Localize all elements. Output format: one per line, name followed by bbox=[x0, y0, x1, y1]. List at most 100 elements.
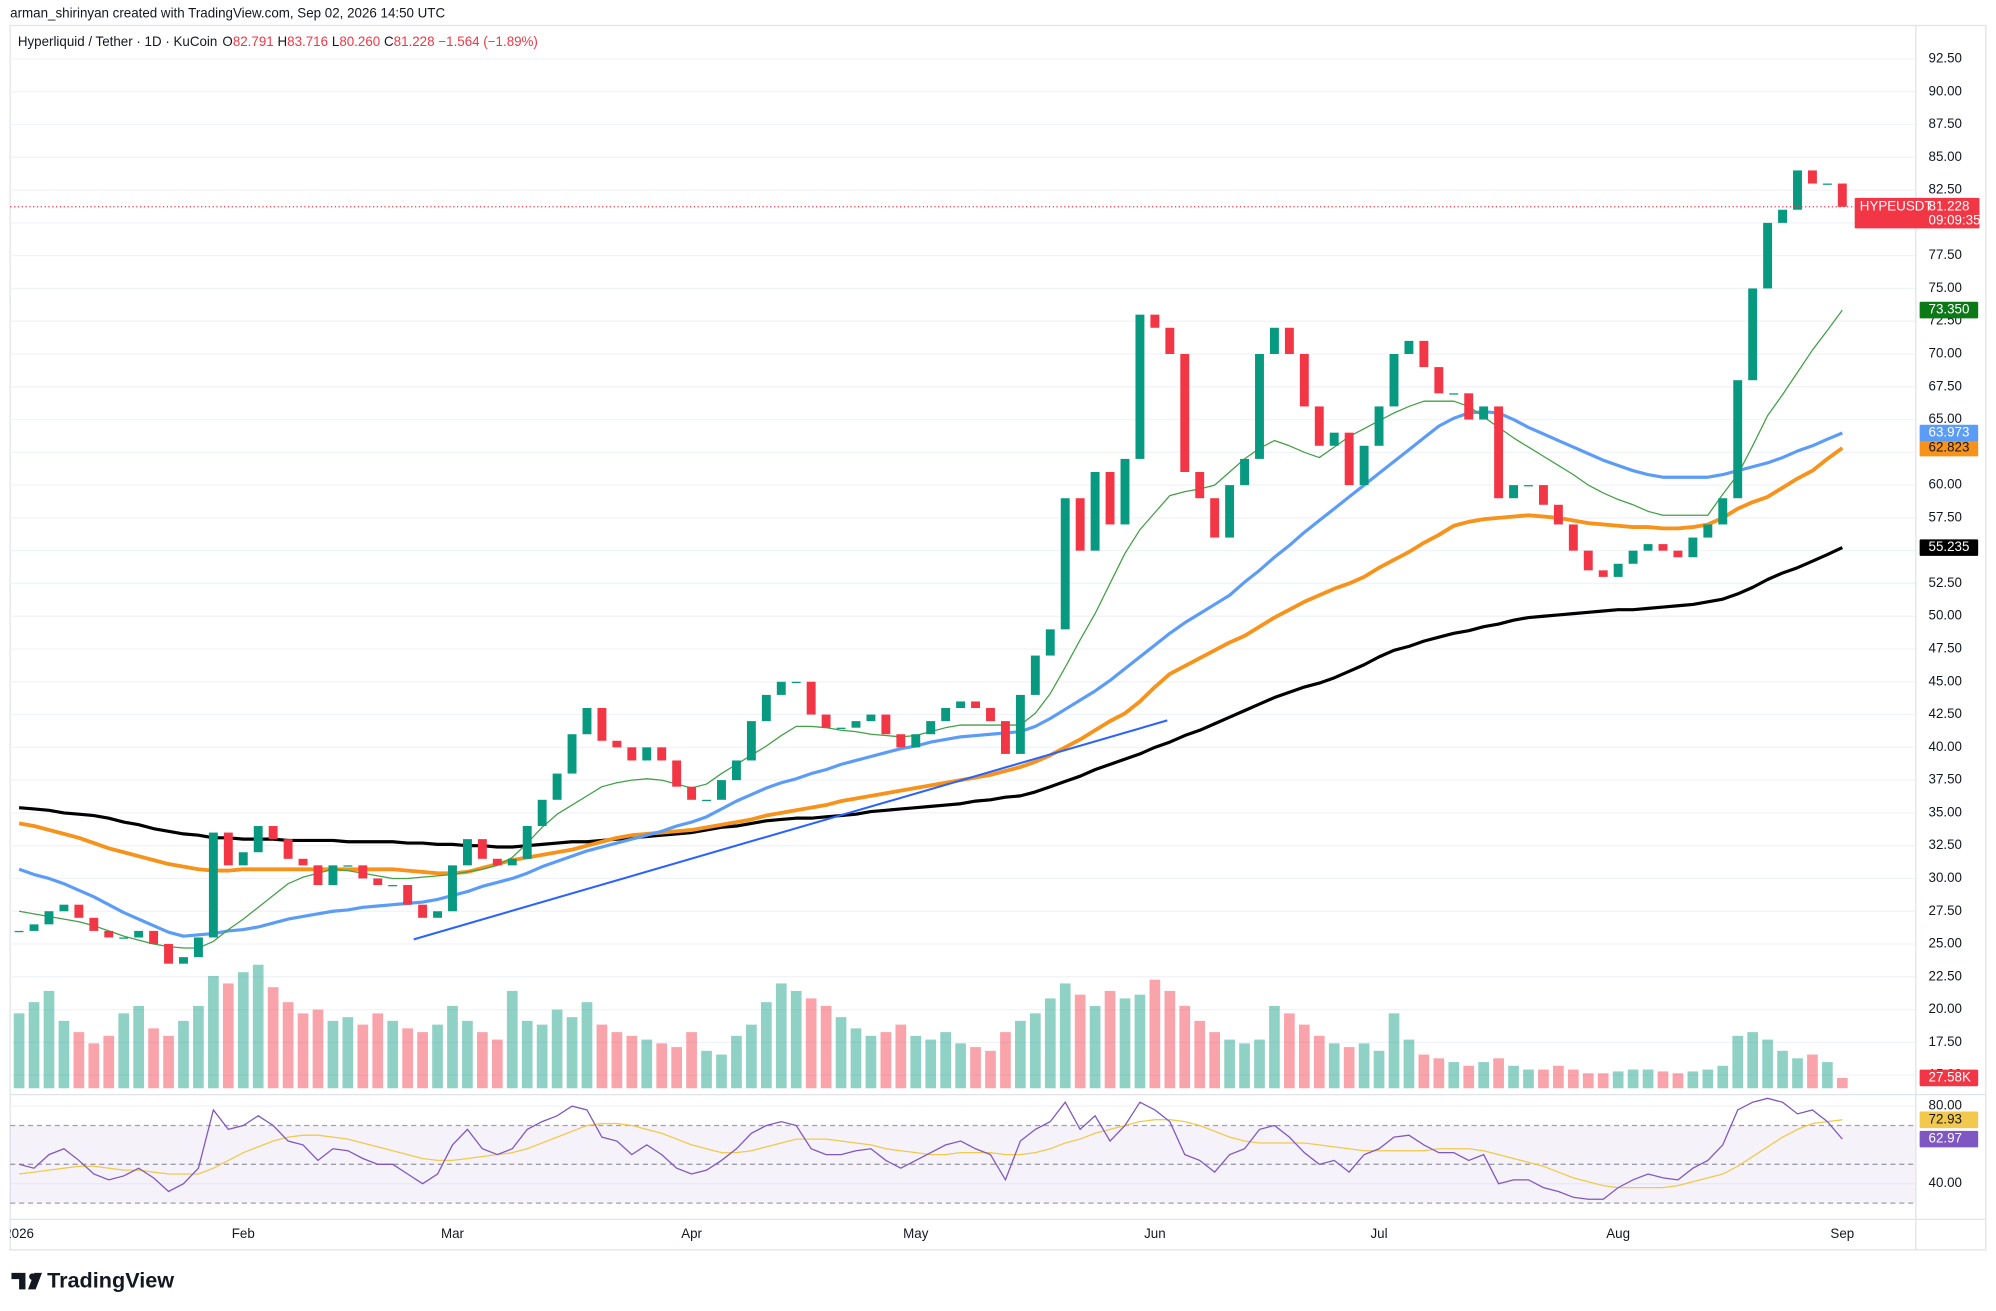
candle-body bbox=[1299, 353, 1309, 407]
y-tick-label: 70.00 bbox=[1929, 346, 1962, 361]
y-tick-label: 40.00 bbox=[1929, 739, 1962, 754]
candle-body bbox=[193, 937, 203, 958]
rsi-tick-label: 40.00 bbox=[1929, 1175, 1962, 1190]
candle-body bbox=[1673, 550, 1683, 558]
candle-body bbox=[1598, 570, 1608, 577]
ma-badge-label: 63.973 bbox=[1929, 425, 1970, 440]
volume-bar bbox=[13, 1013, 25, 1089]
volume-bar bbox=[850, 1028, 862, 1089]
ohlc-value: 80.260 bbox=[339, 34, 380, 49]
candle-body bbox=[1060, 498, 1070, 630]
volume-bar bbox=[1298, 1024, 1310, 1089]
candle-body bbox=[268, 826, 278, 840]
ohlc-key: C bbox=[384, 34, 394, 49]
rsi-badge bbox=[1919, 1130, 1979, 1148]
candle-body bbox=[1464, 393, 1474, 420]
candle-body bbox=[1494, 406, 1504, 499]
y-tick-label: 82.50 bbox=[1929, 182, 1962, 197]
ma-badge-label: 55.235 bbox=[1929, 539, 1970, 554]
ma-badge bbox=[1919, 439, 1979, 457]
candle-body bbox=[1030, 655, 1040, 695]
candle-body bbox=[1628, 550, 1638, 564]
volume-bar bbox=[731, 1035, 742, 1089]
volume-bar bbox=[1792, 1058, 1803, 1089]
volume-bar bbox=[1807, 1054, 1818, 1089]
candle-body bbox=[1255, 353, 1264, 459]
candle-body bbox=[253, 826, 263, 853]
candle-body bbox=[1568, 524, 1578, 551]
volume-bar bbox=[222, 983, 234, 1089]
rsi-layer bbox=[10, 1097, 1916, 1204]
volume-bar bbox=[1313, 1035, 1325, 1089]
volume-bar bbox=[895, 1024, 907, 1089]
candle-body bbox=[537, 799, 547, 827]
volume-bar bbox=[1732, 1035, 1744, 1089]
candle-body bbox=[1150, 314, 1160, 328]
volume-bar bbox=[1358, 1043, 1370, 1089]
axis-layer: 15.0017.5020.0022.5025.0027.5030.0032.50… bbox=[1854, 51, 1981, 1190]
candle-body bbox=[1733, 380, 1743, 499]
candle-body bbox=[29, 924, 39, 931]
volume-bar bbox=[1433, 1058, 1445, 1089]
candle-body bbox=[373, 878, 383, 886]
volume-bar bbox=[1015, 1020, 1026, 1089]
volume-bar bbox=[1000, 1032, 1011, 1089]
candle-body bbox=[911, 734, 921, 748]
candle-body bbox=[597, 708, 607, 741]
volume-bar bbox=[267, 987, 279, 1089]
volume-bar bbox=[1582, 1073, 1594, 1089]
volume-bar bbox=[1224, 1039, 1235, 1089]
volume-bar bbox=[1612, 1071, 1624, 1089]
candle-body bbox=[1419, 340, 1429, 368]
y-tick-label: 57.50 bbox=[1929, 509, 1962, 524]
volume-bar bbox=[1403, 1039, 1415, 1089]
ohlc-key: O bbox=[222, 34, 232, 49]
volume-bar bbox=[1493, 1058, 1504, 1089]
x-tick-label: Mar bbox=[441, 1226, 465, 1241]
x-tick-label: Sep bbox=[1830, 1226, 1854, 1241]
volume-layer bbox=[13, 964, 1848, 1089]
volume-bar bbox=[327, 1020, 339, 1089]
ma-badge-label: 73.350 bbox=[1929, 302, 1970, 317]
candle-body bbox=[791, 681, 801, 684]
candle-body bbox=[1763, 222, 1773, 289]
volume-bar bbox=[447, 1005, 458, 1089]
volume-bar bbox=[641, 1039, 653, 1089]
volume-bar bbox=[596, 1024, 608, 1089]
candle-body bbox=[1284, 327, 1294, 354]
volume-bar bbox=[297, 1013, 309, 1089]
candle-body bbox=[1135, 314, 1145, 459]
candle-body bbox=[821, 714, 831, 728]
candle-body bbox=[971, 701, 981, 709]
volume-bar bbox=[28, 1002, 40, 1089]
y-tick-label: 77.50 bbox=[1929, 247, 1962, 262]
candle-layer bbox=[10, 170, 1916, 964]
y-tick-label: 52.50 bbox=[1929, 575, 1962, 590]
ohlc-key: L bbox=[332, 34, 339, 49]
candle-body bbox=[926, 721, 936, 735]
candle-body bbox=[448, 865, 457, 912]
candle-body bbox=[687, 786, 697, 800]
candle-body bbox=[462, 839, 472, 866]
volume-bar bbox=[1672, 1073, 1684, 1089]
candle-body bbox=[1837, 183, 1847, 207]
volume-bar bbox=[1059, 983, 1071, 1089]
candle-body bbox=[1374, 406, 1384, 446]
volume-bar bbox=[1089, 1005, 1101, 1089]
candle-body bbox=[552, 773, 562, 800]
volume-bar bbox=[1508, 1065, 1519, 1089]
candle-body bbox=[1583, 550, 1593, 571]
candle-body bbox=[746, 721, 756, 761]
candle-body bbox=[59, 904, 69, 912]
ma-layer bbox=[18, 309, 1844, 949]
volume-bar bbox=[1687, 1071, 1699, 1089]
y-tick-label: 60.00 bbox=[1929, 477, 1962, 492]
volume-bar bbox=[521, 1020, 533, 1089]
volume-bar bbox=[566, 1017, 578, 1089]
volume-bar bbox=[491, 1039, 503, 1089]
candle-body bbox=[1748, 288, 1758, 381]
candle-body bbox=[492, 858, 502, 866]
volume-bar bbox=[820, 1005, 832, 1089]
